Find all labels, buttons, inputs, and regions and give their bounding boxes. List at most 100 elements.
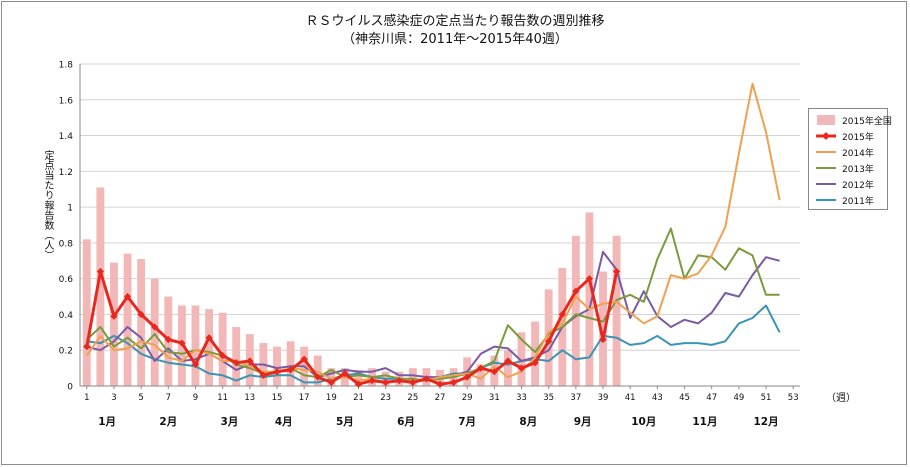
grid-layer — [80, 63, 800, 351]
series-marker — [449, 378, 458, 387]
series-marker — [110, 312, 118, 320]
series-line — [86, 250, 780, 379]
series-line — [86, 304, 781, 384]
legend-bar-swatch — [817, 115, 835, 125]
x-tick-label: 3 — [111, 393, 116, 403]
x-tick-label: 37 — [570, 393, 581, 403]
x-axis-unit: （週） — [826, 393, 856, 404]
series-marker — [354, 380, 363, 388]
x-tick-label: 43 — [652, 393, 663, 403]
legend-swatch — [817, 115, 835, 125]
legend-swatch — [816, 151, 836, 153]
bar — [232, 326, 241, 386]
label-layer: 00.20.40.60.811.21.41.61.81 3 5 7 9 11 13 15 17 1… — [59, 61, 799, 429]
series-marker — [205, 334, 213, 342]
y-tick-label: 1.6 — [59, 96, 74, 106]
month-label: 3月 — [221, 416, 239, 428]
series-marker — [585, 275, 594, 283]
legend-label: 2013年 — [842, 165, 874, 175]
bar — [327, 368, 336, 386]
month-label: 4月 — [275, 416, 293, 428]
series-marker — [96, 267, 104, 276]
legend-label: 2011年 — [842, 197, 874, 207]
x-tick-label: 15 — [272, 393, 283, 403]
y-tick-label: 1.8 — [59, 61, 74, 71]
x-tick-label: 9 — [193, 393, 198, 403]
x-tick-label: 49 — [733, 393, 744, 403]
x-tick-label: 5 — [138, 393, 143, 403]
series-marker — [178, 339, 186, 347]
bar — [503, 350, 512, 386]
series-marker — [599, 335, 607, 344]
legend-label: 2012年 — [842, 181, 874, 191]
series-marker — [273, 368, 281, 376]
bar — [96, 187, 105, 386]
series-marker — [164, 335, 172, 344]
bar — [571, 235, 580, 386]
series-line — [85, 270, 619, 386]
bar — [110, 262, 118, 386]
x-tick-label: 25 — [407, 393, 418, 403]
y-axis-label: 定点当たり報告数（人） — [42, 150, 53, 260]
legend-label: 2015年全国 — [842, 117, 892, 127]
bar — [205, 309, 213, 386]
bar — [585, 212, 594, 386]
x-tick-label: 31 — [489, 393, 500, 403]
x-tick-label: 17 — [299, 393, 310, 403]
bar — [476, 364, 485, 386]
bar — [82, 239, 91, 386]
bar — [137, 258, 146, 386]
series-marker — [477, 364, 485, 372]
x-tick-label: 45 — [679, 393, 690, 403]
bar — [273, 346, 281, 386]
x-tick-label: 21 — [353, 393, 364, 403]
series-marker — [327, 378, 335, 387]
legend-swatch — [816, 199, 836, 201]
x-tick-label: 27 — [435, 393, 446, 403]
chart-subtitle: （神奈川県：2011年～2015年40週） — [342, 32, 568, 47]
bar — [123, 253, 132, 386]
bar — [191, 305, 200, 386]
chart-title: ＲＳウイルス感染症の定点当たり報告数の週別推移 — [305, 14, 605, 29]
series-marker — [613, 267, 621, 276]
series-line — [85, 82, 781, 384]
legend-swatch — [816, 167, 836, 169]
series-marker — [545, 337, 553, 345]
series-marker — [191, 360, 200, 369]
y-tick-label: 1.2 — [59, 168, 73, 178]
bar — [218, 312, 227, 386]
series-marker — [232, 359, 240, 367]
series-marker — [151, 323, 159, 331]
y-tick-label: 1.4 — [59, 132, 74, 142]
x-tick-label: 11 — [217, 393, 228, 403]
series-marker — [422, 375, 431, 383]
month-label: 10月 — [631, 416, 656, 428]
series-marker — [436, 380, 444, 388]
series-marker — [286, 366, 295, 374]
x-tick-label: 1 — [84, 393, 89, 403]
x-tick-label: 7 — [166, 393, 171, 403]
series-marker — [409, 378, 417, 387]
bar — [408, 368, 417, 386]
series-marker — [219, 351, 227, 360]
series-marker — [300, 355, 308, 363]
month-label: 8月 — [519, 416, 537, 428]
series-marker — [259, 371, 267, 379]
month-label: 6月 — [397, 416, 415, 428]
bar — [599, 271, 607, 386]
series-marker — [341, 369, 349, 378]
series-marker — [572, 287, 580, 295]
x-tick-label: 51 — [761, 393, 772, 403]
bar — [531, 321, 540, 386]
legend-swatch — [816, 132, 836, 140]
legend-swatch — [816, 183, 836, 185]
series-marker — [504, 357, 512, 365]
line-layer — [83, 82, 781, 388]
y-tick-label: 0.8 — [59, 239, 74, 249]
x-tick-label: 23 — [380, 393, 391, 403]
month-label: 11月 — [692, 416, 717, 428]
series-marker — [382, 378, 390, 387]
month-label: 5月 — [336, 416, 354, 428]
